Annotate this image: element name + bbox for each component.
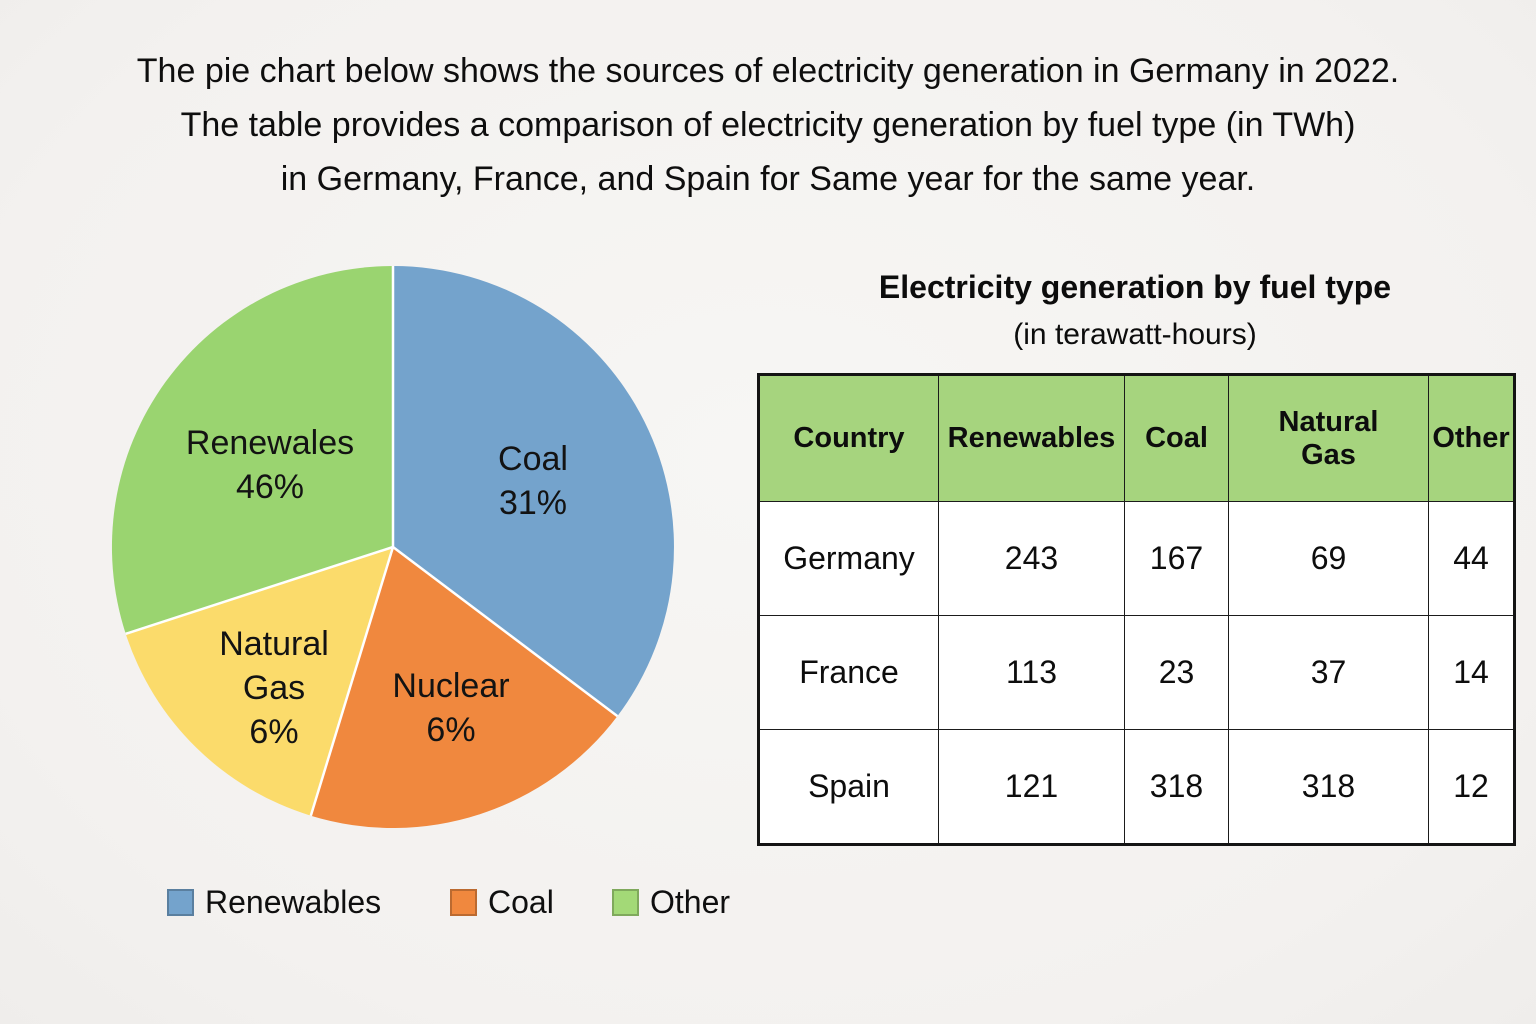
legend-label-renewables: Renewables	[205, 884, 382, 920]
table-title: Electricity generation by fuel type	[878, 269, 1392, 305]
legend-label-other: Other	[650, 884, 731, 920]
cell-spain-coal: 318	[1124, 729, 1229, 845]
table-row-germany: Germany 243 167 69 44	[758, 501, 1515, 616]
cell-france-renewables: 113	[938, 615, 1125, 730]
pie-slice-natural-gas	[125, 547, 393, 816]
table-row-spain: Spain 121 318 318 12	[758, 729, 1515, 845]
cell-france-other: 14	[1428, 615, 1515, 730]
pie-label-nuclear: Nuclear 6%	[392, 664, 509, 752]
cell-germany-other: 44	[1428, 501, 1515, 616]
cell-germany-natural-gas: 69	[1228, 501, 1429, 616]
legend-label-coal: Coal	[488, 884, 554, 920]
intro-line-2: The table provides a comparison of elect…	[180, 106, 1356, 144]
table-titles: Electricity generation by fuel type (in …	[757, 262, 1513, 358]
legend-swatch-coal	[450, 889, 477, 916]
pie-label-nuclear-name: Nuclear	[392, 667, 510, 705]
cell-germany-country: Germany	[758, 501, 939, 616]
intro-line-3: in Germany, France, and Spain for Same y…	[280, 160, 1256, 198]
fuel-table: Country Renewables Coal Natural Gas Othe…	[757, 373, 1516, 846]
pie-slice-coal	[393, 266, 674, 717]
table-header-other: Other	[1428, 374, 1515, 502]
pie-slice-renewales	[111, 266, 394, 634]
pie-label-coal-name: Coal	[498, 440, 568, 478]
pie-slice-nuclear	[310, 547, 618, 828]
legend-item-renewables: Renewables	[167, 884, 381, 921]
table-header-country: Country	[758, 374, 939, 502]
table-header-renewables: Renewables	[938, 374, 1125, 502]
cell-spain-country: Spain	[758, 729, 939, 845]
cell-germany-renewables: 243	[938, 501, 1125, 616]
pie-label-coal: Coal 31%	[498, 437, 568, 525]
pie-label-natural-gas: Natural Gas 6%	[189, 622, 359, 754]
pie-label-natural-gas-name: Natural Gas	[219, 625, 329, 707]
pie-label-natural-gas-pct: 6%	[249, 713, 299, 751]
legend-swatch-other	[612, 889, 639, 916]
pie-chart: Renewales 46% Coal 31% Natural Gas 6% Nu…	[110, 264, 676, 830]
legend-item-other: Other	[612, 884, 730, 921]
cell-france-country: France	[758, 615, 939, 730]
cell-france-coal: 23	[1124, 615, 1229, 730]
table-header-coal: Coal	[1124, 374, 1229, 502]
cell-spain-renewables: 121	[938, 729, 1125, 845]
cell-spain-other: 12	[1428, 729, 1515, 845]
table-row-france: France 113 23 37 14	[758, 615, 1515, 730]
cell-france-natural-gas: 37	[1228, 615, 1429, 730]
table-subtitle: (in terawatt-hours)	[1013, 318, 1257, 351]
legend-swatch-renewables	[167, 889, 194, 916]
table-header-natural-gas: Natural Gas	[1228, 374, 1429, 502]
pie-slice-dividers	[125, 266, 619, 817]
pie-label-renewales: Renewales 46%	[186, 421, 354, 509]
pie-label-renewales-name: Renewales	[185, 424, 355, 462]
pie-label-nuclear-pct: 6%	[426, 711, 476, 749]
table-header-row: Country Renewables Coal Natural Gas Othe…	[758, 374, 1515, 502]
intro-line-1: The pie chart below shows the sources of…	[136, 52, 1400, 90]
cell-germany-coal: 167	[1124, 501, 1229, 616]
cell-spain-natural-gas: 318	[1228, 729, 1429, 845]
pie-chart-svg	[111, 266, 674, 828]
legend-item-coal: Coal	[450, 884, 554, 921]
pie-label-coal-pct: 31%	[498, 484, 568, 522]
pie-label-renewales-pct: 46%	[235, 468, 305, 506]
intro-text: The pie chart below shows the sources of…	[0, 44, 1536, 206]
